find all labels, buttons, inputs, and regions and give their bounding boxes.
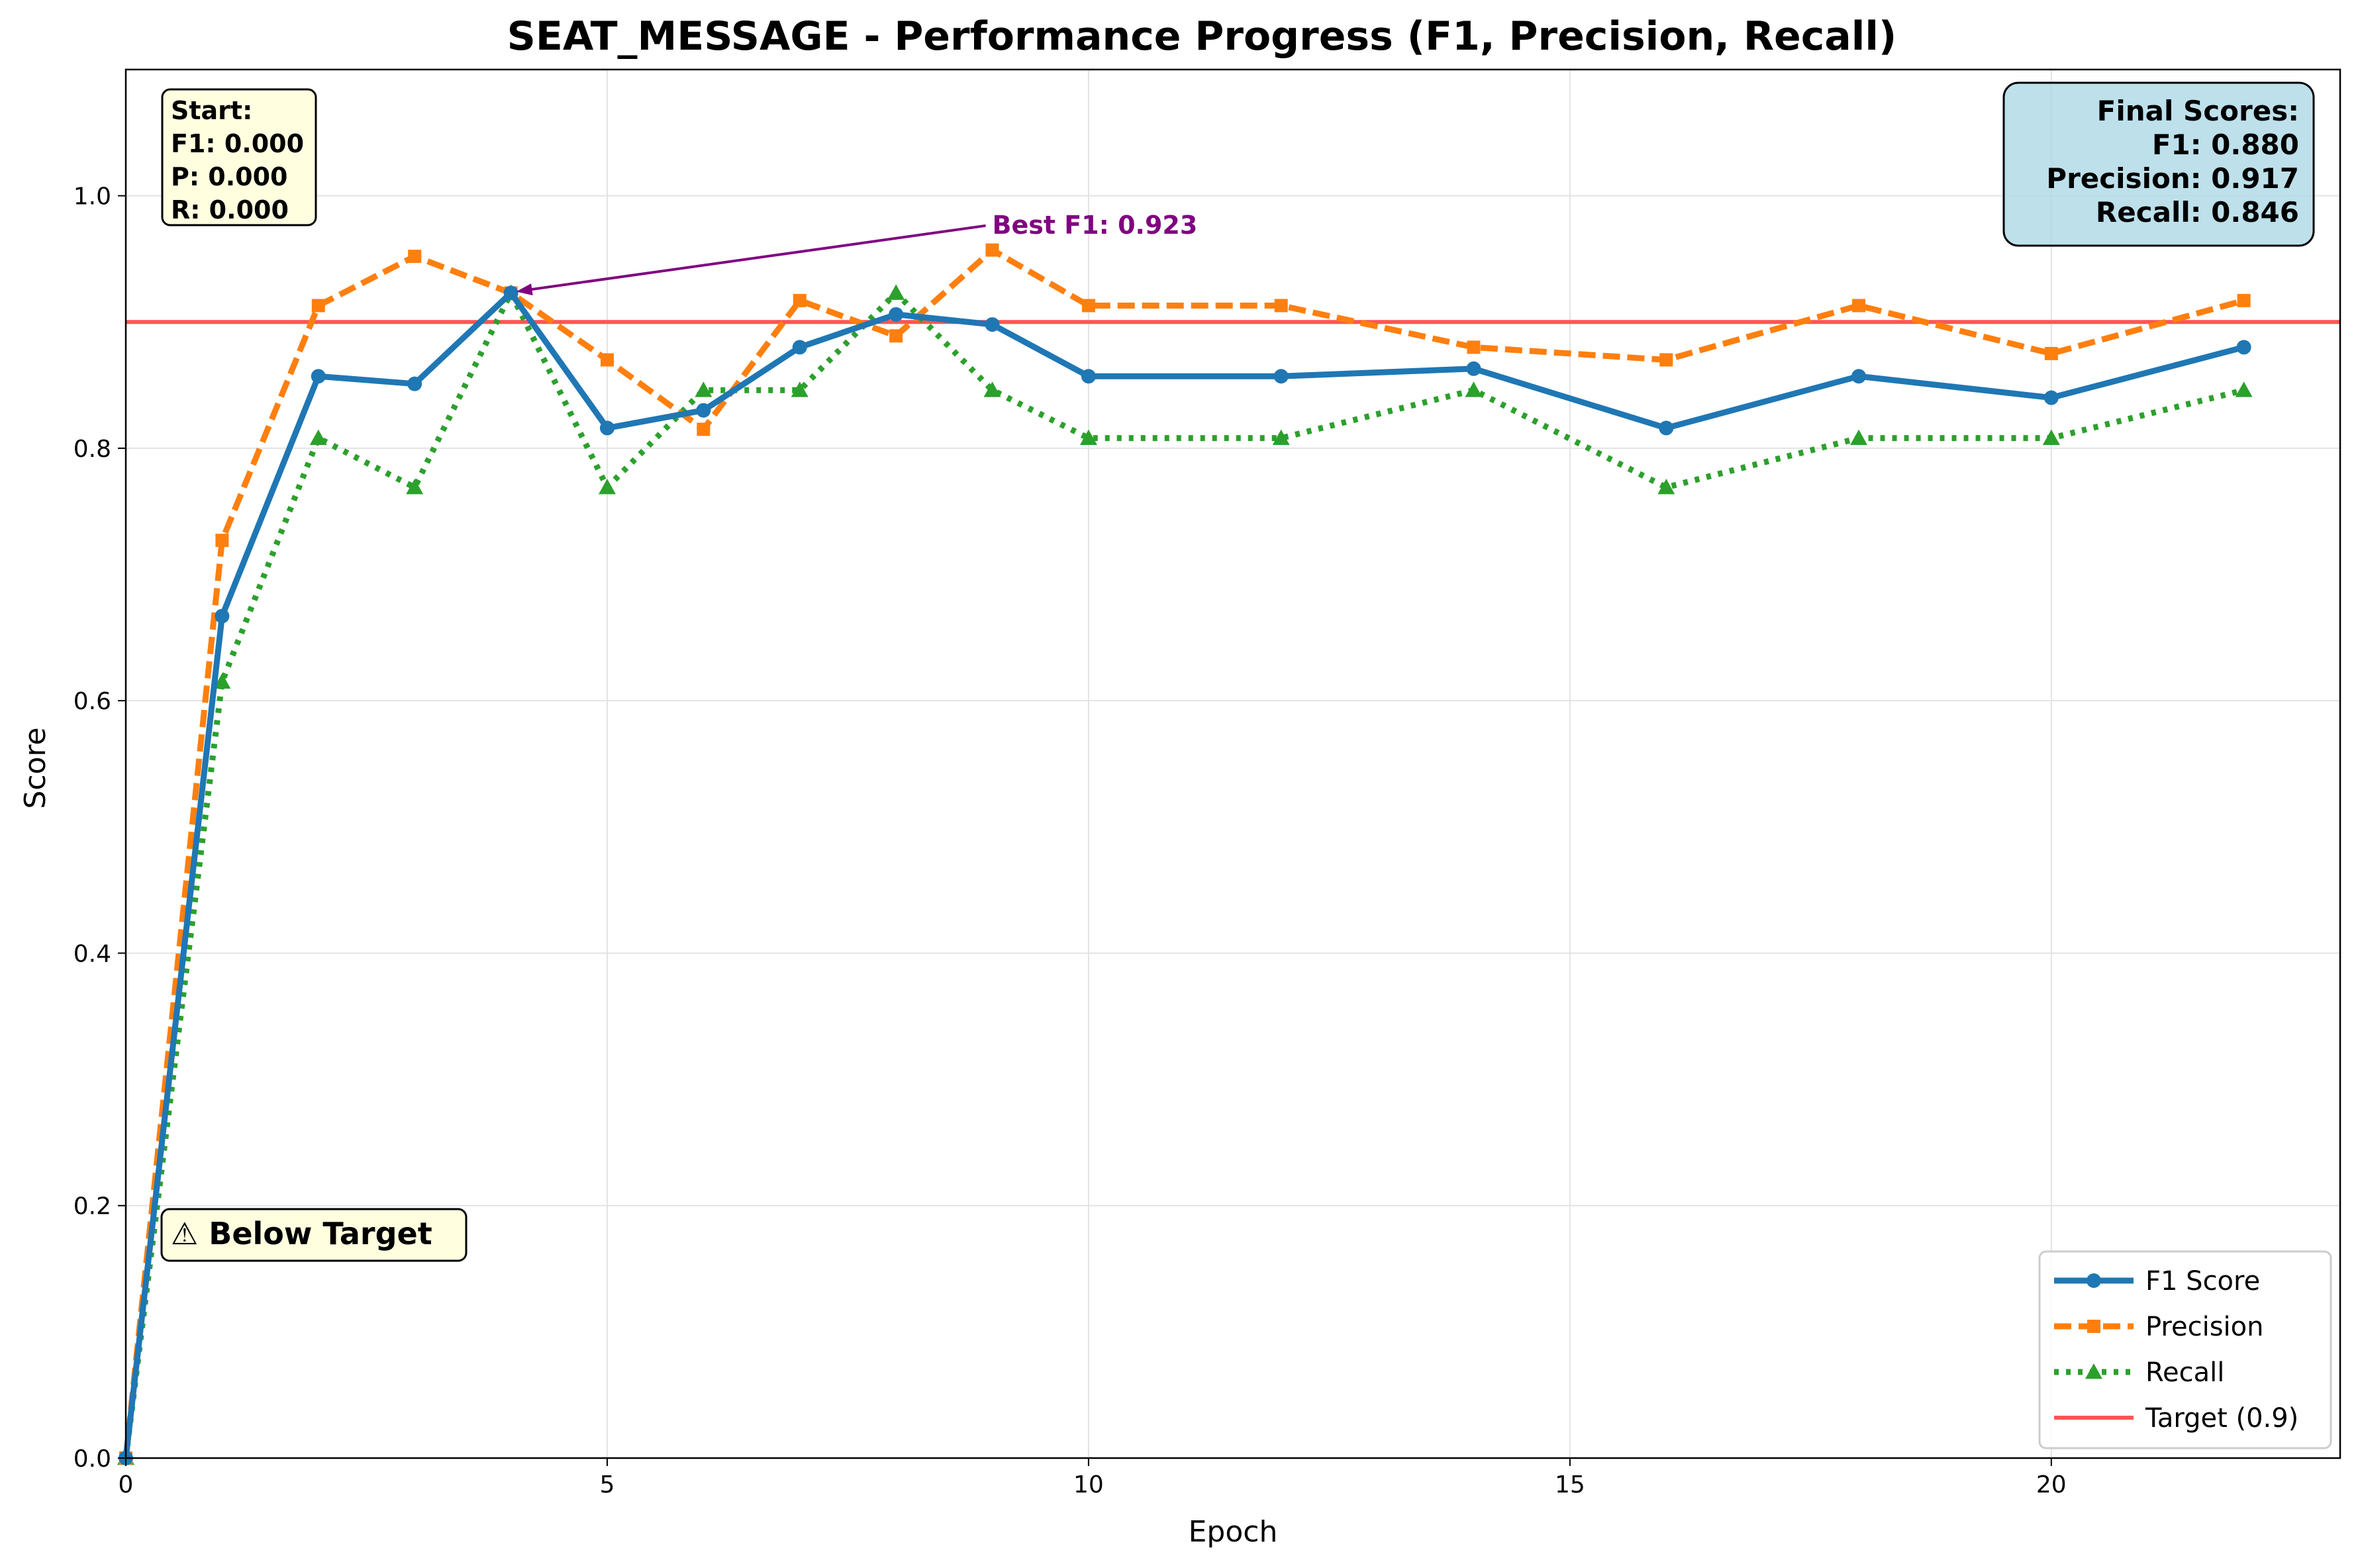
x-tick-label: 5 bbox=[600, 1471, 615, 1498]
y-tick-label: 1.0 bbox=[74, 183, 111, 211]
data-point-recall bbox=[1850, 429, 1868, 446]
data-point-precision bbox=[1274, 299, 1288, 313]
data-point-f1-score bbox=[2043, 390, 2059, 405]
series-f1-score bbox=[119, 285, 2251, 1465]
data-point-recall bbox=[1272, 429, 1290, 446]
y-tick-label: 0.6 bbox=[74, 688, 111, 715]
data-point-precision bbox=[2237, 293, 2251, 307]
y-tick-label: 0.0 bbox=[74, 1446, 111, 1473]
legend-label-f1-score: F1 Score bbox=[2145, 1266, 2260, 1297]
data-point-f1-score bbox=[889, 307, 904, 322]
data-point-precision bbox=[697, 422, 711, 436]
data-point-recall bbox=[695, 381, 713, 397]
data-point-precision bbox=[215, 534, 229, 548]
data-point-f1-score bbox=[1466, 361, 1481, 376]
y-tick-label: 0.4 bbox=[74, 940, 111, 967]
data-point-f1-score bbox=[599, 420, 615, 436]
best-f1-arrow-head bbox=[516, 283, 533, 296]
data-point-recall bbox=[1465, 381, 1483, 397]
data-point-f1-score bbox=[2236, 340, 2251, 355]
data-point-precision bbox=[311, 299, 325, 313]
data-point-precision bbox=[985, 243, 999, 257]
data-point-recall bbox=[2042, 429, 2060, 446]
data-point-f1-score bbox=[696, 403, 711, 418]
series-layer bbox=[117, 243, 2253, 1465]
data-point-f1-score bbox=[1081, 369, 1096, 384]
data-point-f1-score bbox=[407, 376, 422, 391]
series-recall bbox=[117, 284, 2253, 1465]
data-point-recall bbox=[213, 673, 231, 689]
start-box-line: Start: bbox=[171, 96, 252, 125]
data-point-recall bbox=[791, 381, 809, 397]
x-axis-label: Epoch bbox=[1189, 1515, 1278, 1549]
x-tick-label: 20 bbox=[2036, 1471, 2067, 1498]
y-axis-label: Score bbox=[19, 727, 52, 808]
x-tick-label: 15 bbox=[1555, 1471, 1585, 1498]
data-point-recall bbox=[1079, 429, 1097, 446]
final-scores-line: Precision: 0.917 bbox=[2046, 162, 2299, 195]
final-scores-box bbox=[2002, 81, 2315, 247]
final-scores-line: Final Scores: bbox=[2097, 95, 2299, 127]
data-point-f1-score bbox=[1659, 420, 1674, 436]
y-tick-label: 0.2 bbox=[74, 1193, 111, 1220]
data-point-f1-score bbox=[1273, 369, 1289, 384]
x-tick-label: 0 bbox=[119, 1471, 134, 1498]
data-point-precision bbox=[408, 250, 422, 264]
legend-label-precision: Precision bbox=[2145, 1312, 2263, 1342]
start-box-line: P: 0.000 bbox=[171, 162, 287, 191]
data-point-precision bbox=[1081, 299, 1095, 313]
data-point-f1-score bbox=[215, 609, 230, 624]
start-box-line: F1: 0.000 bbox=[171, 129, 304, 158]
status-badge-text: ⚠ Below Target bbox=[171, 1216, 432, 1251]
data-point-recall bbox=[406, 479, 424, 495]
data-point-f1-score bbox=[503, 285, 518, 301]
legend: F1 Score Precision Recall Target (0.9) bbox=[2038, 1250, 2332, 1449]
chart-title: SEAT_MESSAGE - Performance Progress (F1,… bbox=[507, 13, 1897, 60]
best-f1-arrow-line bbox=[520, 224, 986, 293]
annotations: Best F1: 0.923 Start: F1: 0.000 P: 0.000 R: … bbox=[160, 81, 2315, 1262]
data-point-precision bbox=[600, 353, 614, 367]
x-tick-label: 10 bbox=[1073, 1471, 1104, 1498]
status-badge bbox=[160, 1208, 467, 1262]
data-point-f1-score bbox=[985, 317, 1000, 332]
legend-label-recall: Recall bbox=[2145, 1357, 2224, 1388]
y-tick-label: 0.8 bbox=[74, 436, 111, 463]
data-point-f1-score bbox=[792, 340, 807, 355]
final-scores-line: Recall: 0.846 bbox=[2096, 196, 2299, 228]
legend-marker-precision bbox=[2087, 1320, 2100, 1333]
data-point-precision bbox=[793, 293, 807, 307]
legend-marker-recall bbox=[2085, 1363, 2102, 1379]
data-point-recall bbox=[1657, 479, 1675, 495]
data-point-recall bbox=[2235, 381, 2253, 397]
start-box-line: R: 0.000 bbox=[171, 195, 289, 224]
plot-area-frame bbox=[124, 68, 2341, 1459]
legend-label-target-0-9: Target (0.9) bbox=[2145, 1403, 2298, 1434]
data-point-precision bbox=[2044, 346, 2058, 360]
data-point-recall bbox=[598, 479, 616, 495]
data-point-f1-score bbox=[1851, 369, 1867, 384]
data-point-recall bbox=[309, 429, 327, 446]
final-scores-line: F1: 0.880 bbox=[2152, 128, 2299, 161]
axes: 0 5 10 15 20 0.0 0.2 0.4 0.6 0.8 1.0 bbox=[74, 183, 2067, 1498]
data-point-f1-score bbox=[311, 369, 326, 384]
legend-box bbox=[2038, 1250, 2332, 1449]
data-point-precision bbox=[1467, 340, 1481, 354]
data-point-recall bbox=[983, 381, 1001, 397]
data-point-precision bbox=[1852, 299, 1866, 313]
data-point-recall bbox=[887, 284, 905, 300]
best-f1-label: Best F1: 0.923 bbox=[993, 211, 1198, 240]
legend-marker-f1-score bbox=[2087, 1273, 2101, 1288]
data-point-precision bbox=[1659, 353, 1673, 367]
data-point-precision bbox=[889, 329, 903, 343]
start-box bbox=[161, 88, 317, 226]
